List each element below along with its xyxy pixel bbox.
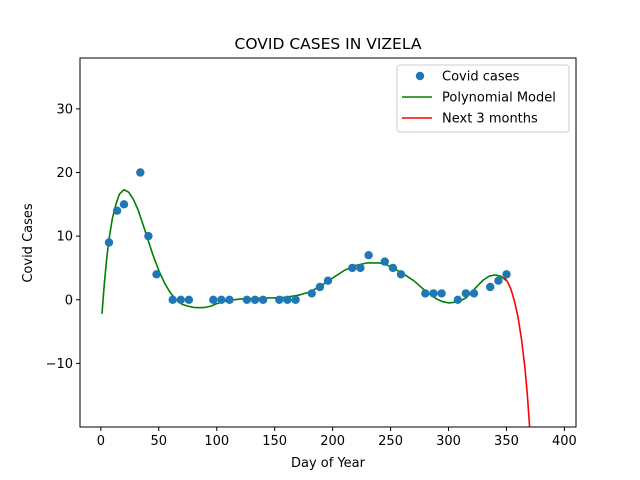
- data-point: [291, 295, 300, 304]
- y-tick-label: 20: [56, 166, 73, 181]
- data-point: [250, 295, 260, 304]
- data-point: [104, 238, 114, 247]
- data-point: [144, 231, 153, 241]
- data-point: [396, 270, 406, 279]
- data-point: [315, 282, 325, 292]
- data-point: [380, 257, 389, 266]
- legend: Covid cases Polynomial Model Next 3 months: [396, 64, 570, 133]
- data-point: [119, 200, 129, 209]
- plot-frame: [79, 57, 577, 428]
- x-axis: 0 50 100 150 200 250 300 350 400: [97, 427, 577, 449]
- data-point: [283, 295, 292, 304]
- x-tick-label: 150: [262, 434, 287, 449]
- data-point: [152, 270, 161, 279]
- x-tick-label: 350: [494, 434, 519, 449]
- data-point: [184, 295, 194, 304]
- x-tick-label: 250: [378, 434, 403, 449]
- data-point: [258, 295, 268, 304]
- data-point: [136, 168, 145, 177]
- x-tick-label: 100: [204, 434, 229, 449]
- data-point: [502, 270, 511, 279]
- legend-label: Next 3 months: [442, 112, 538, 127]
- x-tick-label: 400: [552, 434, 577, 449]
- data-point: [494, 276, 503, 285]
- data-point: [168, 295, 177, 304]
- y-tick-label: −10: [46, 357, 73, 372]
- data-point: [323, 276, 333, 285]
- data-point: [437, 289, 446, 298]
- data-point: [486, 282, 495, 292]
- next-3-months-line: [503, 276, 531, 427]
- legend-box: [396, 64, 570, 133]
- data-point: [453, 295, 462, 304]
- data-point: [356, 263, 365, 273]
- legend-label: Polynomial Model: [442, 91, 556, 106]
- data-point: [429, 289, 438, 298]
- data-point: [307, 289, 316, 298]
- data-point: [461, 289, 471, 298]
- data-point: [364, 251, 373, 260]
- data-point: [217, 295, 226, 304]
- y-axis: −10 0 10 20 30: [46, 102, 80, 372]
- x-tick-label: 200: [320, 434, 345, 449]
- y-tick-label: 30: [56, 102, 73, 117]
- data-point: [112, 206, 122, 215]
- x-tick-label: 300: [436, 434, 461, 449]
- data-point: [176, 295, 185, 304]
- legend-items: Covid cases Polynomial Model Next 3 months: [402, 70, 556, 127]
- data-point: [469, 289, 479, 298]
- x-tick-label: 50: [151, 434, 168, 449]
- y-tick-label: 0: [65, 293, 73, 308]
- y-tick-label: 10: [56, 230, 73, 245]
- x-axis-label: Day of Year: [291, 456, 366, 471]
- data-layer: [101, 168, 531, 427]
- y-axis-label: Covid Cases: [21, 203, 36, 283]
- data-point: [388, 263, 398, 273]
- legend-marker: [415, 71, 425, 81]
- data-point: [209, 295, 218, 304]
- data-point: [348, 263, 357, 273]
- data-point: [275, 295, 284, 304]
- legend-label: Covid cases: [442, 70, 520, 85]
- data-point: [242, 295, 252, 304]
- data-point: [421, 289, 430, 298]
- x-tick-label: 0: [97, 434, 105, 449]
- data-point: [225, 295, 234, 304]
- chart-title: COVID CASES IN VIZELA: [235, 35, 422, 53]
